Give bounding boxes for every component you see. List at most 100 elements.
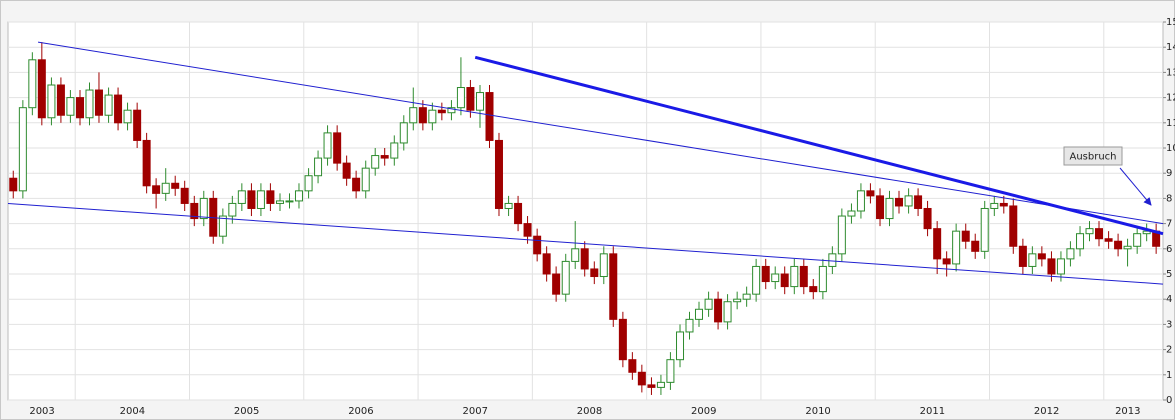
candle-body: [342, 162, 351, 179]
candle-body: [637, 371, 646, 386]
x-tick-label: 2013: [1115, 406, 1140, 417]
candle-body: [894, 197, 903, 207]
candle-body: [980, 207, 989, 252]
candle-body: [1094, 228, 1103, 240]
candle-body: [1076, 233, 1085, 250]
candle-body: [1028, 253, 1037, 267]
candle-body: [1142, 230, 1151, 235]
candle-body: [361, 167, 370, 192]
annotation-text: Ausbruch: [1069, 152, 1116, 163]
candle-body: [904, 195, 913, 207]
candle-body: [199, 197, 208, 220]
candle-body: [314, 157, 323, 177]
candle-body: [818, 265, 827, 293]
x-tick-label: 2008: [577, 406, 602, 417]
candle-body: [628, 359, 637, 373]
candle-body: [694, 308, 703, 320]
candle-body: [476, 92, 485, 111]
candle-body: [494, 139, 503, 209]
trendline: [474, 55, 1164, 236]
x-tick-label: 2011: [920, 406, 945, 417]
x-tick-label: 2003: [29, 406, 54, 417]
candle-body: [1066, 248, 1075, 260]
candle-body: [399, 122, 408, 144]
x-tick-label: 2009: [691, 406, 716, 417]
candle-body: [1104, 238, 1113, 242]
candle-body: [885, 197, 894, 220]
y-tick-label: 3: [1166, 319, 1172, 330]
candle-body: [66, 97, 75, 116]
candle-body: [828, 253, 837, 267]
candle-body: [142, 139, 151, 187]
candle-body: [418, 107, 427, 124]
candle-body: [333, 132, 342, 164]
candle-body: [752, 265, 761, 295]
candle-body: [866, 190, 875, 197]
x-tick-label: 2012: [1034, 406, 1059, 417]
x-tick-label: 2010: [805, 406, 830, 417]
candle-body: [952, 230, 961, 265]
candle-body: [704, 298, 713, 310]
candle-body: [514, 202, 523, 225]
annotation-arrow: [1119, 167, 1152, 206]
candle-body: [961, 230, 970, 242]
candle-body: [104, 94, 113, 116]
candle-body: [971, 240, 980, 252]
candle-body: [580, 248, 589, 270]
x-tick-label: 2006: [348, 406, 373, 417]
candle-body: [171, 182, 180, 189]
candle-body: [609, 253, 618, 320]
x-tick-label: 2005: [234, 406, 259, 417]
candle-body: [466, 87, 475, 111]
candle-body: [1018, 245, 1027, 267]
y-tick-label: 6: [1166, 244, 1172, 255]
x-tick-label: 2007: [462, 406, 487, 417]
candle-body: [390, 142, 399, 159]
candle-body: [676, 331, 685, 361]
candle-body: [152, 185, 161, 194]
candle-body: [999, 202, 1008, 207]
candle-body: [761, 265, 770, 283]
y-tick-label: 14: [1166, 42, 1175, 53]
candle-body: [56, 84, 65, 116]
candle-body: [123, 109, 132, 124]
trendline: [7, 202, 1164, 285]
candle-body: [771, 273, 780, 283]
candle-body: [190, 202, 199, 220]
candle-body: [856, 190, 865, 212]
candle-body: [161, 182, 170, 194]
candle-body: [542, 253, 551, 275]
candle-body: [561, 260, 570, 295]
y-tick-label: 2: [1166, 345, 1172, 356]
candle-body: [923, 207, 932, 230]
y-tick-label: 7: [1166, 219, 1172, 230]
candle-body: [133, 109, 142, 141]
y-tick-label: 13: [1166, 67, 1175, 78]
candle-body: [685, 318, 694, 333]
candle-body: [933, 228, 942, 260]
candle-body: [218, 215, 227, 237]
candle-body: [1047, 258, 1056, 275]
x-tick-label: 2004: [120, 406, 145, 417]
candle-body: [276, 200, 285, 204]
candle-body: [666, 359, 675, 383]
candle-body: [876, 195, 885, 220]
candle-body: [733, 298, 742, 303]
annotation-box: [1063, 146, 1123, 166]
candle-body: [599, 253, 608, 278]
y-tick-label: 11: [1166, 118, 1175, 129]
y-tick-label: 1: [1166, 370, 1172, 381]
y-tick-label: 0: [1166, 395, 1172, 406]
candle-body: [809, 286, 818, 293]
candle-body: [323, 132, 332, 159]
candle-body: [76, 97, 85, 119]
y-tick-label: 10: [1166, 143, 1175, 154]
candle-body: [523, 223, 532, 237]
candle-body: [723, 301, 732, 323]
candle-body: [37, 59, 46, 119]
candle-body: [285, 200, 294, 203]
candle-body: [590, 268, 599, 278]
candle-body: [228, 202, 237, 217]
candle-body: [409, 107, 418, 124]
